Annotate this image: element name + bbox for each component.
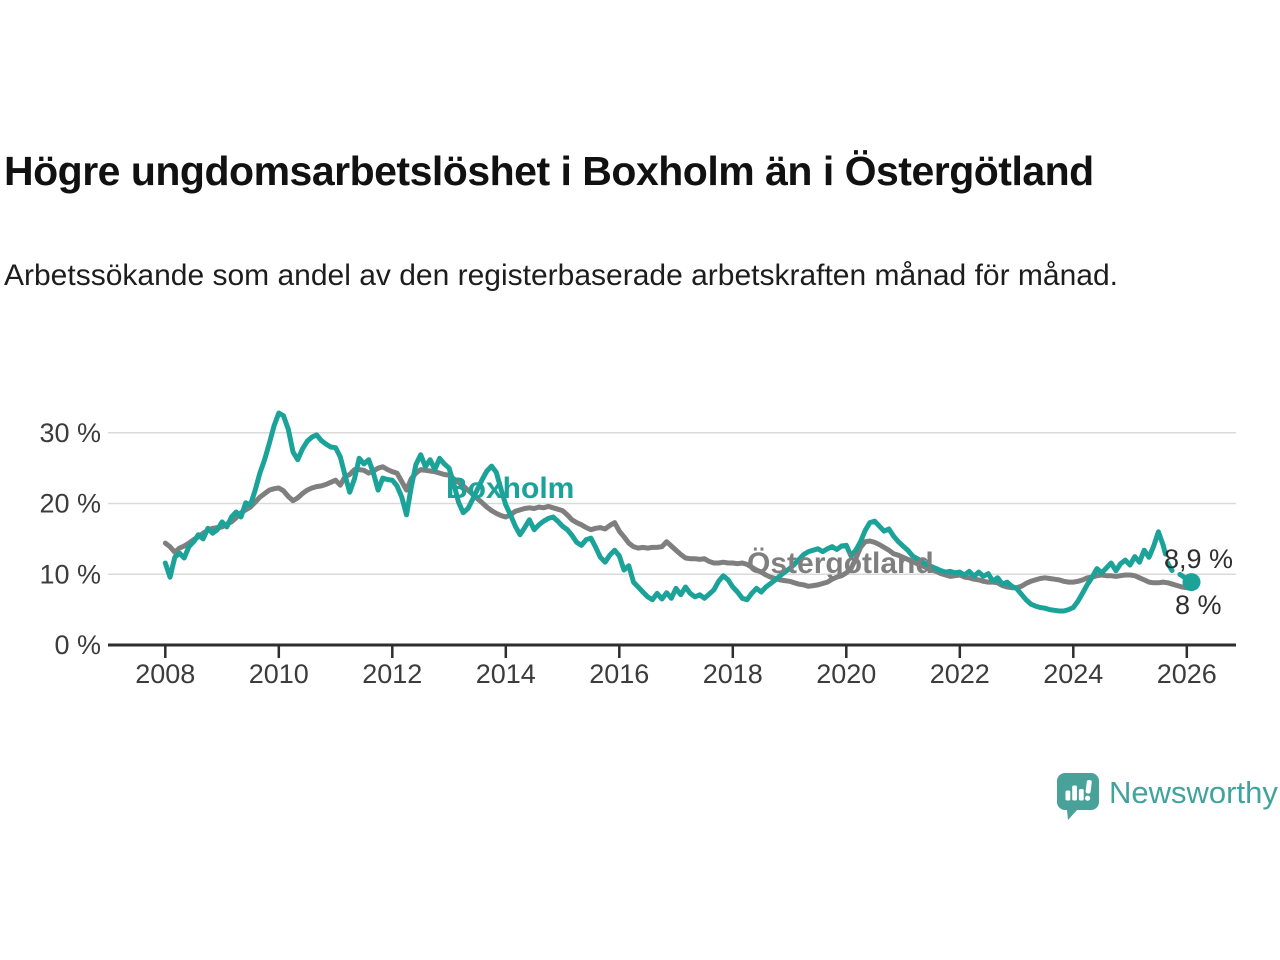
x-axis-tick-label: 2018 [703,659,763,689]
x-axis-tick-label: 2008 [135,659,195,689]
end-value-ostergotland: 8 % [1175,590,1222,620]
x-axis-tick-label: 2010 [249,659,309,689]
ostergotland-line [162,464,1194,591]
end-value-boxholm: 8,9 % [1164,544,1234,574]
x-axis-tick-label: 2022 [930,659,990,689]
x-axis-tick-label: 2016 [589,659,649,689]
newsworthy-logo[interactable]: Newsworthy [1057,773,1278,821]
y-axis-tick-label: 0 % [54,630,101,660]
x-axis-tick-label: 2026 [1157,659,1217,689]
page-title: Högre ungdomsarbetslöshet i Boxholm än i… [4,148,1094,194]
x-axis-tick-label: 2014 [476,659,536,689]
x-axis-tick-label: 2024 [1043,659,1103,689]
x-axis-tick-label: 2012 [362,659,422,689]
newsworthy-bubble-icon [1057,773,1099,820]
y-axis-tick-label: 20 % [39,489,101,519]
boxholm-line-end-dot [1182,573,1201,592]
series-label-boxholm: Boxholm [446,472,575,505]
x-axis-tick-label: 2020 [816,659,876,689]
boxholm-line [162,410,1166,614]
bar-3 [1078,789,1084,801]
series-label-ostergotland: Östergötland [747,547,934,580]
exclamation-bar [1085,779,1092,794]
newsworthy-wordmark: Newsworthy [1109,775,1278,810]
chart-subtitle: Arbetssökande som andel av den registerb… [4,259,1118,292]
bubble-shape [1057,773,1099,820]
y-axis-tick-label: 10 % [39,559,101,589]
exclamation-dot [1085,795,1091,801]
bar-1 [1065,790,1071,801]
y-axis-tick-label: 30 % [39,418,101,448]
bar-2 [1072,785,1077,801]
